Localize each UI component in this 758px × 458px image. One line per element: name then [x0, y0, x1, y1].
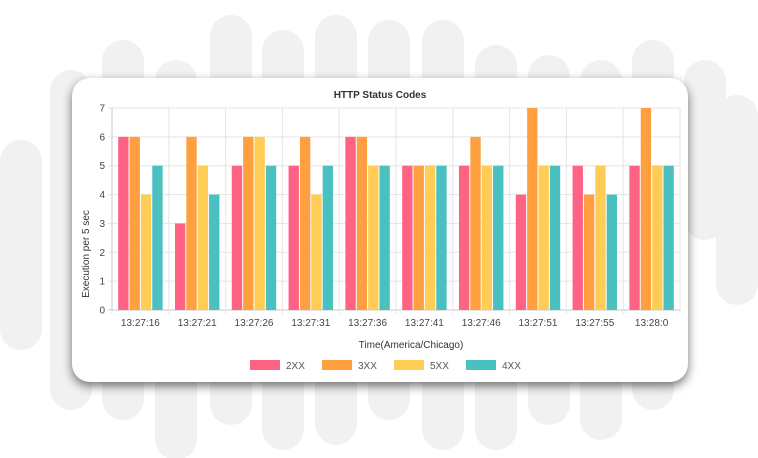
bar-5xx-5 — [424, 165, 436, 310]
legend-label: 4XX — [502, 361, 521, 372]
y-tick-label: 7 — [99, 104, 105, 115]
legend-item-3xx[interactable]: 3XX — [322, 360, 377, 372]
bar-4xx-7 — [549, 165, 561, 310]
y-axis-title: Execution per 5 sec — [81, 210, 92, 298]
bar-3xx-3 — [299, 136, 311, 310]
legend-label: 5XX — [430, 361, 449, 372]
bar-4xx-4 — [379, 165, 390, 310]
bar-2xx-4 — [345, 136, 356, 310]
bar-5xx-2 — [254, 136, 265, 310]
x-tick-label: 13:27:26 — [235, 318, 274, 329]
bar-2xx-1 — [174, 223, 186, 310]
bars — [118, 108, 674, 310]
legend-label: 2XX — [286, 361, 305, 372]
tick-labels: 0 1 2 3 4 5 6 7 13:27:16 13:27:21 13:27:26 13:27:31… — [99, 104, 668, 330]
bar-2xx-5 — [402, 165, 413, 310]
bar-5xx-9 — [652, 165, 663, 310]
chart: HTTP Status Codes Execution per 5 sec Ti… — [81, 90, 681, 372]
y-tick-label: 5 — [99, 161, 105, 172]
legend-label: 3XX — [358, 361, 377, 372]
bar-5xx-4 — [368, 165, 379, 310]
bar-3xx-6 — [470, 136, 481, 310]
y-tick-label: 2 — [99, 248, 105, 259]
legend-item-4xx[interactable]: 4XX — [466, 360, 521, 372]
x-axis-title: Time(America/Chicago) — [359, 340, 464, 351]
bar-3xx-7 — [527, 108, 538, 310]
x-tick-label: 13:27:55 — [575, 318, 614, 329]
bar-4xx-6 — [493, 165, 504, 310]
bar-4xx-8 — [606, 194, 618, 310]
bar-2xx-6 — [458, 165, 470, 310]
x-tick-label: 13:27:31 — [291, 318, 330, 329]
legend: 2XX 3XX 5XX 4XX — [250, 360, 521, 372]
y-tick-label: 4 — [99, 190, 105, 201]
y-tick-label: 6 — [99, 132, 105, 143]
background-stripe — [716, 95, 758, 305]
y-tick-label: 1 — [99, 277, 105, 288]
bar-5xx-8 — [595, 165, 606, 310]
bar-4xx-2 — [265, 165, 277, 310]
bar-3xx-1 — [186, 136, 197, 310]
legend-swatch — [250, 360, 280, 370]
x-tick-label: 13:27:41 — [405, 318, 444, 329]
bar-2xx-9 — [629, 165, 640, 310]
legend-item-2xx[interactable]: 2XX — [250, 360, 305, 372]
y-tick-label: 0 — [99, 306, 105, 317]
legend-swatch — [466, 360, 496, 370]
bar-5xx-7 — [538, 165, 549, 310]
bar-2xx-2 — [231, 165, 243, 310]
bar-4xx-5 — [436, 165, 447, 310]
x-tick-label: 13:27:21 — [178, 318, 217, 329]
bar-3xx-0 — [129, 136, 140, 310]
bar-5xx-1 — [197, 165, 209, 310]
legend-item-5xx[interactable]: 5XX — [394, 360, 449, 372]
background-stripe — [0, 140, 42, 350]
background-stripe — [684, 60, 726, 240]
bar-2xx-0 — [118, 136, 129, 310]
chart-title: HTTP Status Codes — [334, 90, 427, 101]
x-tick-label: 13:27:36 — [348, 318, 387, 329]
bar-3xx-8 — [583, 194, 595, 310]
legend-swatch — [394, 360, 424, 370]
bar-3xx-5 — [413, 165, 424, 310]
bar-2xx-7 — [515, 194, 527, 310]
bar-2xx-3 — [288, 165, 299, 310]
x-tick-label: 13:27:51 — [519, 318, 558, 329]
bar-4xx-0 — [152, 165, 163, 310]
y-tick-label: 3 — [99, 219, 105, 230]
bar-4xx-1 — [209, 194, 220, 310]
bar-5xx-3 — [311, 194, 322, 310]
bar-3xx-9 — [640, 108, 652, 310]
bar-3xx-4 — [356, 136, 368, 310]
x-tick-label: 13:28:0 — [635, 318, 669, 329]
bar-5xx-6 — [481, 165, 493, 310]
x-tick-label: 13:27:16 — [121, 318, 160, 329]
bar-5xx-0 — [140, 194, 152, 310]
chart-card: HTTP Status Codes Execution per 5 sec Ti… — [72, 78, 688, 382]
x-tick-label: 13:27:46 — [462, 318, 501, 329]
legend-swatch — [322, 360, 352, 370]
bar-3xx-2 — [243, 136, 254, 310]
bar-4xx-3 — [322, 165, 334, 310]
bar-4xx-9 — [663, 165, 674, 310]
bar-2xx-8 — [572, 165, 583, 310]
